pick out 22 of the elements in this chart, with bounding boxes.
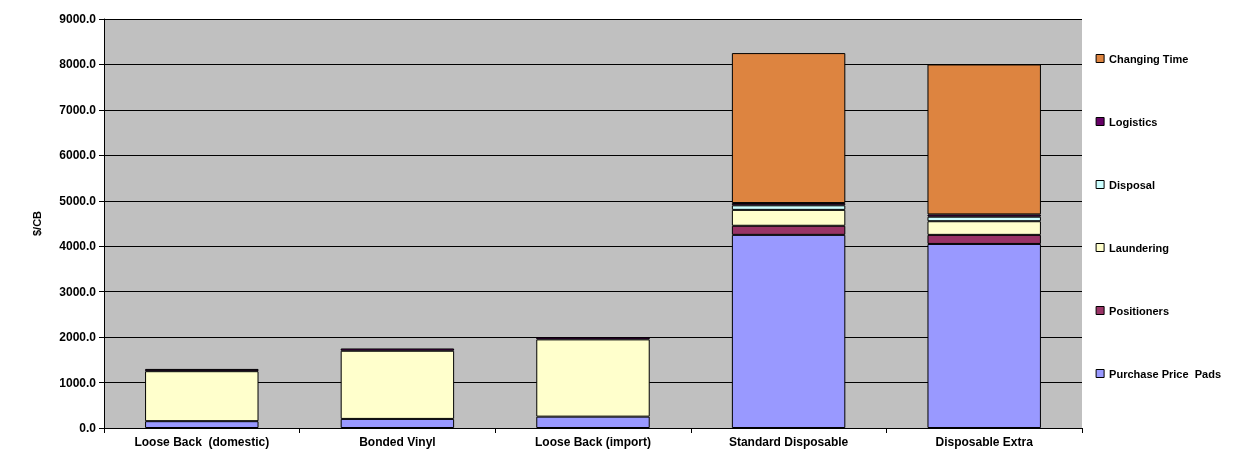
x-tick-label: Disposable Extra [935,435,1034,449]
legend-label: Changing Time [1109,52,1189,65]
y-tick-label: 3000.0 [59,284,97,299]
y-tick-label: 1000.0 [59,375,97,390]
y-tick-label: 6000.0 [59,148,97,163]
y-tick-label: 5000.0 [59,193,97,208]
x-tick-label: Bonded Vinyl [359,435,436,449]
legend-label: Disposal [1109,178,1155,191]
y-tick-label: 4000.0 [59,239,97,254]
legend-label: Laundering [1109,241,1169,254]
x-tick-label: Standard Disposable [728,435,849,449]
y-tick-label: 2000.0 [59,330,97,345]
legend-label: Purchase Price Pads [1109,367,1222,380]
y-tick-label: 9000.0 [59,12,97,26]
legend-label: Positioners [1109,304,1170,317]
y-axis-title: $/CB [30,210,43,237]
y-tick-label: 7000.0 [59,102,97,117]
x-tick-label: Loose Back (domestic) [134,435,270,449]
legend-label: Logistics [1109,115,1158,128]
y-tick-label: 0.0 [79,421,97,435]
x-tick-label: Loose Back (import) [534,435,652,449]
y-tick-label: 8000.0 [59,57,97,72]
